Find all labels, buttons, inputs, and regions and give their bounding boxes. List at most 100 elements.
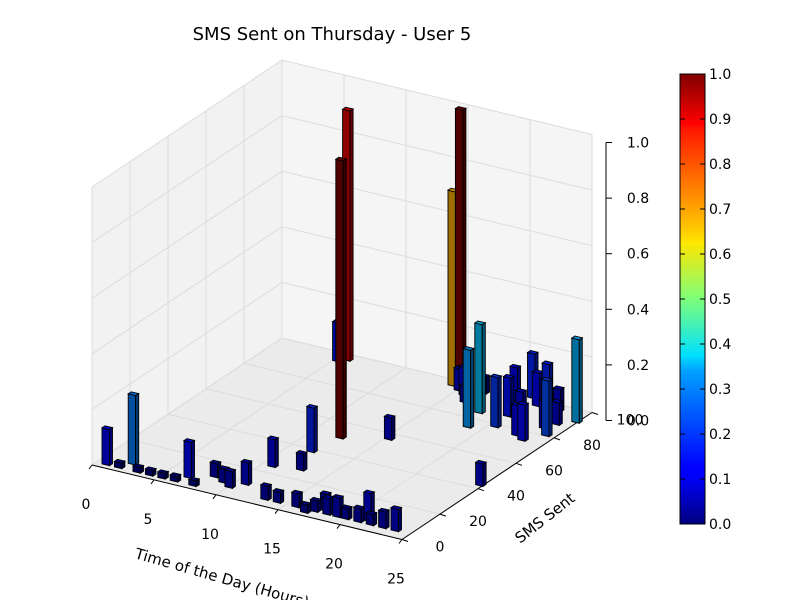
z-tick-label: 0.0 — [627, 414, 649, 430]
y-tick-mark — [478, 489, 484, 491]
bar — [341, 505, 352, 520]
bar — [114, 459, 125, 468]
bar-side-face — [486, 375, 489, 394]
bar — [225, 468, 236, 489]
bar-side-face — [549, 379, 552, 437]
bar — [354, 505, 365, 523]
z-tick-label: 0.4 — [627, 302, 649, 318]
bar-side-face — [232, 470, 235, 489]
bar — [307, 405, 318, 453]
bar-front-face — [475, 323, 482, 414]
bar — [189, 477, 200, 486]
bar — [310, 497, 321, 512]
bar-side-face — [268, 485, 271, 501]
bar-side-face — [471, 348, 474, 428]
bar — [336, 157, 347, 439]
x-tick-label: 15 — [263, 542, 281, 558]
colorbar-tick-label: 0.8 — [709, 157, 731, 173]
bar-side-face — [314, 406, 317, 453]
x-tick-mark — [399, 540, 402, 544]
colorbar-tick-label: 0.7 — [709, 202, 731, 218]
bar — [475, 321, 486, 414]
bar — [241, 459, 252, 485]
y-tick-mark — [592, 413, 598, 415]
y-tick-mark — [402, 540, 408, 542]
bar — [158, 470, 169, 479]
bar — [184, 439, 195, 479]
bar-front-face — [333, 497, 341, 518]
x-tick-mark — [213, 495, 216, 499]
bar-front-face — [379, 510, 386, 529]
y-tick-label: 60 — [545, 463, 563, 479]
y-tick-label: 0 — [436, 540, 445, 556]
bar-side-face — [392, 416, 395, 440]
colorbar-tick-label: 0.2 — [709, 427, 731, 443]
bar — [572, 336, 583, 423]
bar-front-face — [225, 470, 233, 489]
bar — [366, 511, 377, 526]
bar — [102, 426, 113, 466]
bar-front-face — [542, 379, 549, 436]
bar-front-face — [463, 349, 471, 429]
bar-front-face — [391, 508, 398, 532]
bar-side-face — [498, 376, 501, 428]
y-tick-mark — [554, 438, 560, 440]
bar — [261, 483, 272, 501]
bar-side-face — [482, 323, 485, 414]
z-tick-label: 0.2 — [627, 358, 649, 374]
bar — [463, 347, 474, 429]
bar-side-face — [136, 394, 139, 466]
x-tick-mark — [151, 480, 154, 484]
bar-side-face — [249, 461, 252, 485]
bar-front-face — [184, 441, 191, 479]
bar-side-face — [275, 438, 278, 468]
bar-side-face — [109, 428, 112, 466]
bar — [455, 107, 466, 389]
bar-side-face — [579, 338, 582, 424]
bar-front-face — [476, 462, 483, 486]
bar — [323, 495, 334, 516]
bar-side-face — [191, 440, 194, 478]
bar — [518, 401, 529, 441]
colorbar-tick-label: 0.9 — [709, 112, 731, 128]
bar-front-face — [128, 394, 135, 465]
bar-side-face — [525, 403, 528, 441]
x-tick-label: 0 — [82, 497, 91, 513]
y-tick-label: 40 — [507, 489, 525, 505]
chart-title: SMS Sent on Thursday - User 5 — [193, 24, 472, 45]
bar — [128, 392, 139, 465]
bar-front-face — [491, 376, 498, 428]
bar — [384, 414, 395, 440]
bar — [268, 436, 279, 468]
bar — [542, 377, 553, 436]
bar-front-face — [552, 401, 560, 425]
y-tick-mark — [516, 463, 522, 465]
z-tick-label: 1.0 — [627, 136, 649, 152]
bar-front-face — [268, 438, 275, 468]
bar-front-face — [455, 109, 463, 389]
bar-front-face — [323, 497, 330, 515]
bar-front-face — [572, 338, 580, 423]
bar-front-face — [102, 428, 109, 466]
colorbar-tick-label: 0.1 — [709, 472, 731, 488]
bar — [379, 508, 390, 529]
x-axis-label: Time of the Day (Hours) — [132, 544, 311, 600]
bar-side-face — [559, 401, 562, 425]
bar-side-face — [398, 508, 401, 532]
bar — [170, 473, 181, 482]
bar-front-face — [307, 407, 314, 453]
x-tick-label: 20 — [325, 557, 343, 573]
bar-front-face — [518, 403, 525, 441]
bar-side-face — [463, 108, 466, 388]
colorbar-tick-label: 0.3 — [709, 382, 731, 398]
colorbar-tick-label: 0.5 — [709, 292, 731, 308]
z-tick-label: 0.6 — [627, 247, 649, 263]
bar-side-face — [304, 452, 307, 471]
bar — [300, 501, 311, 513]
x-tick-mark — [275, 510, 278, 514]
x-tick-mark — [89, 465, 92, 469]
bar-side-face — [483, 462, 486, 486]
bar-front-face — [261, 485, 268, 501]
bar-side-face — [386, 510, 389, 529]
